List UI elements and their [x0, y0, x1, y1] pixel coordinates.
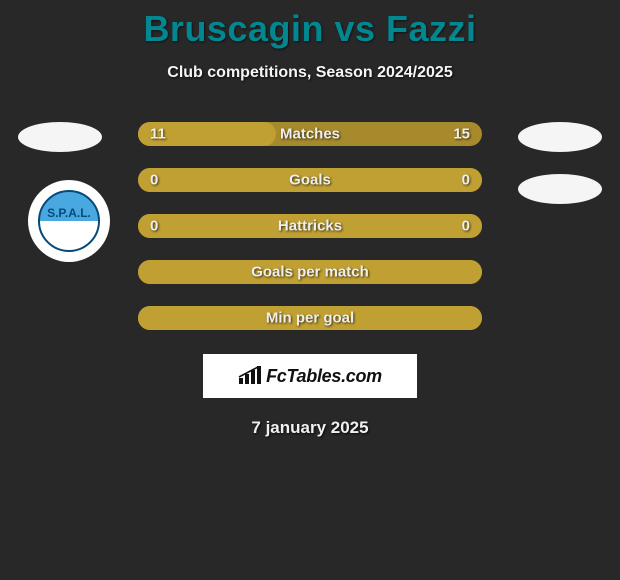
barchart-icon — [238, 366, 262, 386]
stat-row-mpg: Min per goal — [138, 306, 482, 330]
player-left-placeholder — [18, 122, 102, 152]
stat-label: Goals — [289, 172, 331, 189]
stat-row-goals: 0 Goals 0 — [138, 168, 482, 192]
stat-label: Min per goal — [266, 310, 354, 327]
stat-left-value: 11 — [150, 126, 166, 143]
club-left-badge: S.P.A.L. — [28, 180, 110, 262]
stat-label: Goals per match — [251, 264, 369, 281]
svg-text:S.P.A.L.: S.P.A.L. — [47, 206, 91, 220]
spal-badge-icon: S.P.A.L. — [35, 187, 103, 255]
subtitle: Club competitions, Season 2024/2025 — [0, 64, 620, 82]
fctables-label: FcTables.com — [266, 366, 382, 387]
stat-label: Matches — [280, 126, 340, 143]
stat-row-hattricks: 0 Hattricks 0 — [138, 214, 482, 238]
stat-row-matches: 11 Matches 15 — [138, 122, 482, 146]
stat-label: Hattricks — [278, 218, 342, 235]
player-right-placeholder — [518, 122, 602, 152]
stat-right-value: 0 — [462, 218, 470, 235]
date-label: 7 january 2025 — [0, 418, 620, 438]
stat-left-value: 0 — [150, 172, 158, 189]
stat-right-value: 0 — [462, 172, 470, 189]
stat-left-value: 0 — [150, 218, 158, 235]
club-right-placeholder — [518, 174, 602, 204]
stat-right-value: 15 — [453, 126, 470, 143]
fctables-banner[interactable]: FcTables.com — [203, 354, 417, 398]
page-title: Bruscagin vs Fazzi — [0, 0, 620, 50]
stat-row-gpm: Goals per match — [138, 260, 482, 284]
